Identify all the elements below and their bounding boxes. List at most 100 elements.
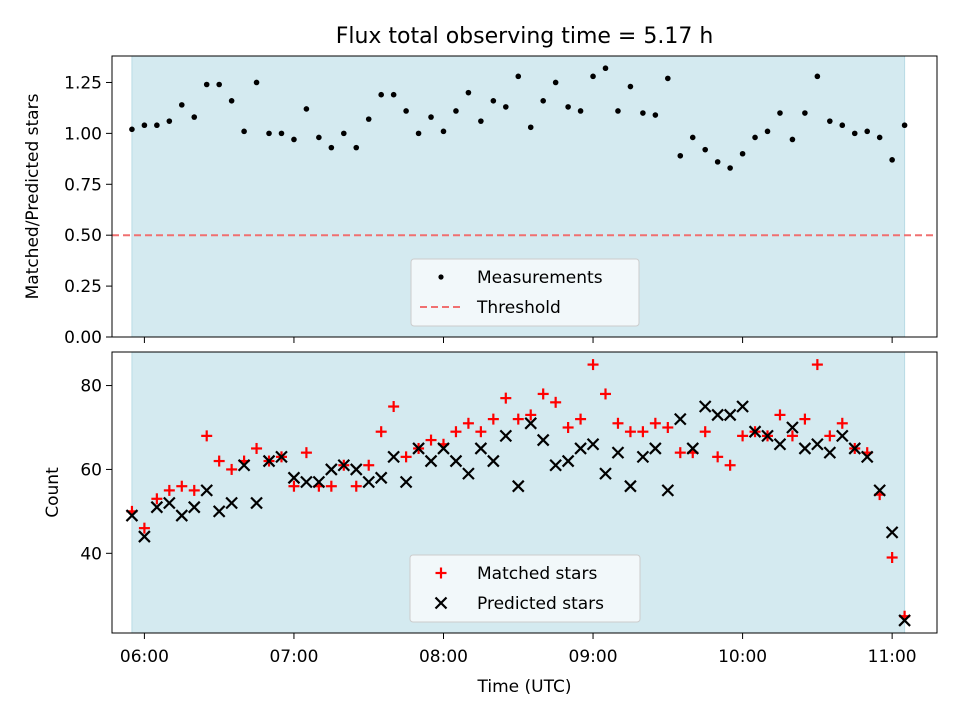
measurement-point [428,114,434,120]
measurement-point [178,102,185,108]
measurement-point [328,144,335,151]
legend-matched-label: Matched stars [477,564,597,584]
predicted-star-point [200,484,213,497]
predicted-star-point [574,442,587,455]
measurement-point [316,134,322,141]
ratio-legend-box [410,258,640,327]
matched-star-point [637,426,649,438]
ratio-y-tick-label: 0.50 [64,226,102,246]
matched-star-point [251,442,263,454]
matched-star-point [575,413,587,425]
predicted-star-point [287,471,301,485]
measurement-point [652,112,659,118]
matched-star-point [425,434,437,446]
matched-star-point [450,426,462,438]
predicted-star-point [674,412,687,426]
measurement-point [665,75,671,82]
measurement-point [764,128,771,135]
count-y-tick-label: 60 [80,460,102,480]
time-x-tick-label: 09:00 [569,647,618,667]
matched-star-point [350,480,362,492]
predicted-star-point [325,463,338,476]
predicted-star-point [300,475,313,489]
measurement-point [191,114,198,120]
time-x-tick-label: 07:00 [269,647,318,667]
measurement-point [527,124,534,131]
measurement-point [864,128,871,135]
measurement-point [876,134,883,141]
measurement-point [851,130,858,137]
predicted-star-point [836,429,849,443]
predicted-star-point [561,454,575,468]
chart-title: Flux total observing time = 5.17 h [336,24,714,49]
matched-star-point [600,388,612,400]
matched-star-point [288,480,300,492]
count-legend: Matched stars Predicted stars [409,554,641,623]
matched-star-point [836,417,848,429]
predicted-star-point [736,400,749,413]
ratio-plot-frame [111,55,938,338]
measurement-point [590,73,596,80]
measurement-point [203,81,210,88]
matched-star-point [587,359,599,371]
measurement-point [303,106,310,112]
measurement-point [577,108,584,114]
predicted-star-point [798,442,812,455]
predicted-star-point [698,400,712,413]
predicted-star-point [412,442,425,455]
predicted-star-point [212,505,226,518]
legend-plus [435,567,447,579]
measurement-point [702,146,709,153]
measurement-point [478,118,484,124]
ratio-legend: Measurements Threshold [410,258,640,327]
measurement-point [378,91,384,98]
predicted-star-point [511,479,525,493]
measurement-point [266,130,272,137]
measurement-point [503,104,509,110]
ratio-y-tick-label: 0.75 [64,175,102,195]
measurement-point [540,97,546,104]
matched-star-point [712,451,724,463]
count-y-tick-label: 40 [80,544,102,564]
time-x-tick-label: 08:00 [419,647,468,667]
predicted-star-point [723,408,737,422]
predicted-star-point [250,496,263,510]
matched-star-point [226,463,238,475]
ratio-panel: 0.00 0.25 0.50 0.75 1.00 1.25 Flux total obse… [23,24,938,348]
matched-star-point [388,401,400,413]
predicted-star-point [474,442,488,455]
matched-star-point [188,484,200,496]
matched-star-point [400,451,412,463]
measurement-point [490,97,497,104]
predicted-star-point [773,437,787,451]
predicted-star-point [686,442,700,455]
predicted-star-point [399,475,413,489]
measurement-point [253,79,260,86]
matched-star-point [201,430,213,442]
predicted-star-point [536,433,550,447]
measurement-point [216,81,222,88]
predicted-star-point [125,509,139,522]
matched-star-point [612,417,624,429]
matched-star-point [512,413,524,425]
measurement-points [129,65,908,171]
measurement-point [565,104,571,110]
measurement-point [814,73,821,80]
matched-star-point [624,426,636,438]
matched-star-point [886,552,898,564]
matched-star-point [363,459,375,471]
measurement-point [627,83,634,90]
matched-star-point [799,413,811,425]
predicted-star-point [786,421,799,434]
matched-star-point [375,426,387,438]
predicted-star-point [860,450,874,464]
measurement-point [777,110,783,116]
predicted-star-point [873,484,886,497]
matched-star-point [674,447,686,459]
measurement-point [415,130,422,137]
measurement-point [453,108,459,114]
ratio-y-tick-label: 0.25 [64,277,102,297]
predicted-star-point [349,463,363,476]
matched-star-point [462,417,474,429]
legend-measurements-marker [438,274,444,280]
